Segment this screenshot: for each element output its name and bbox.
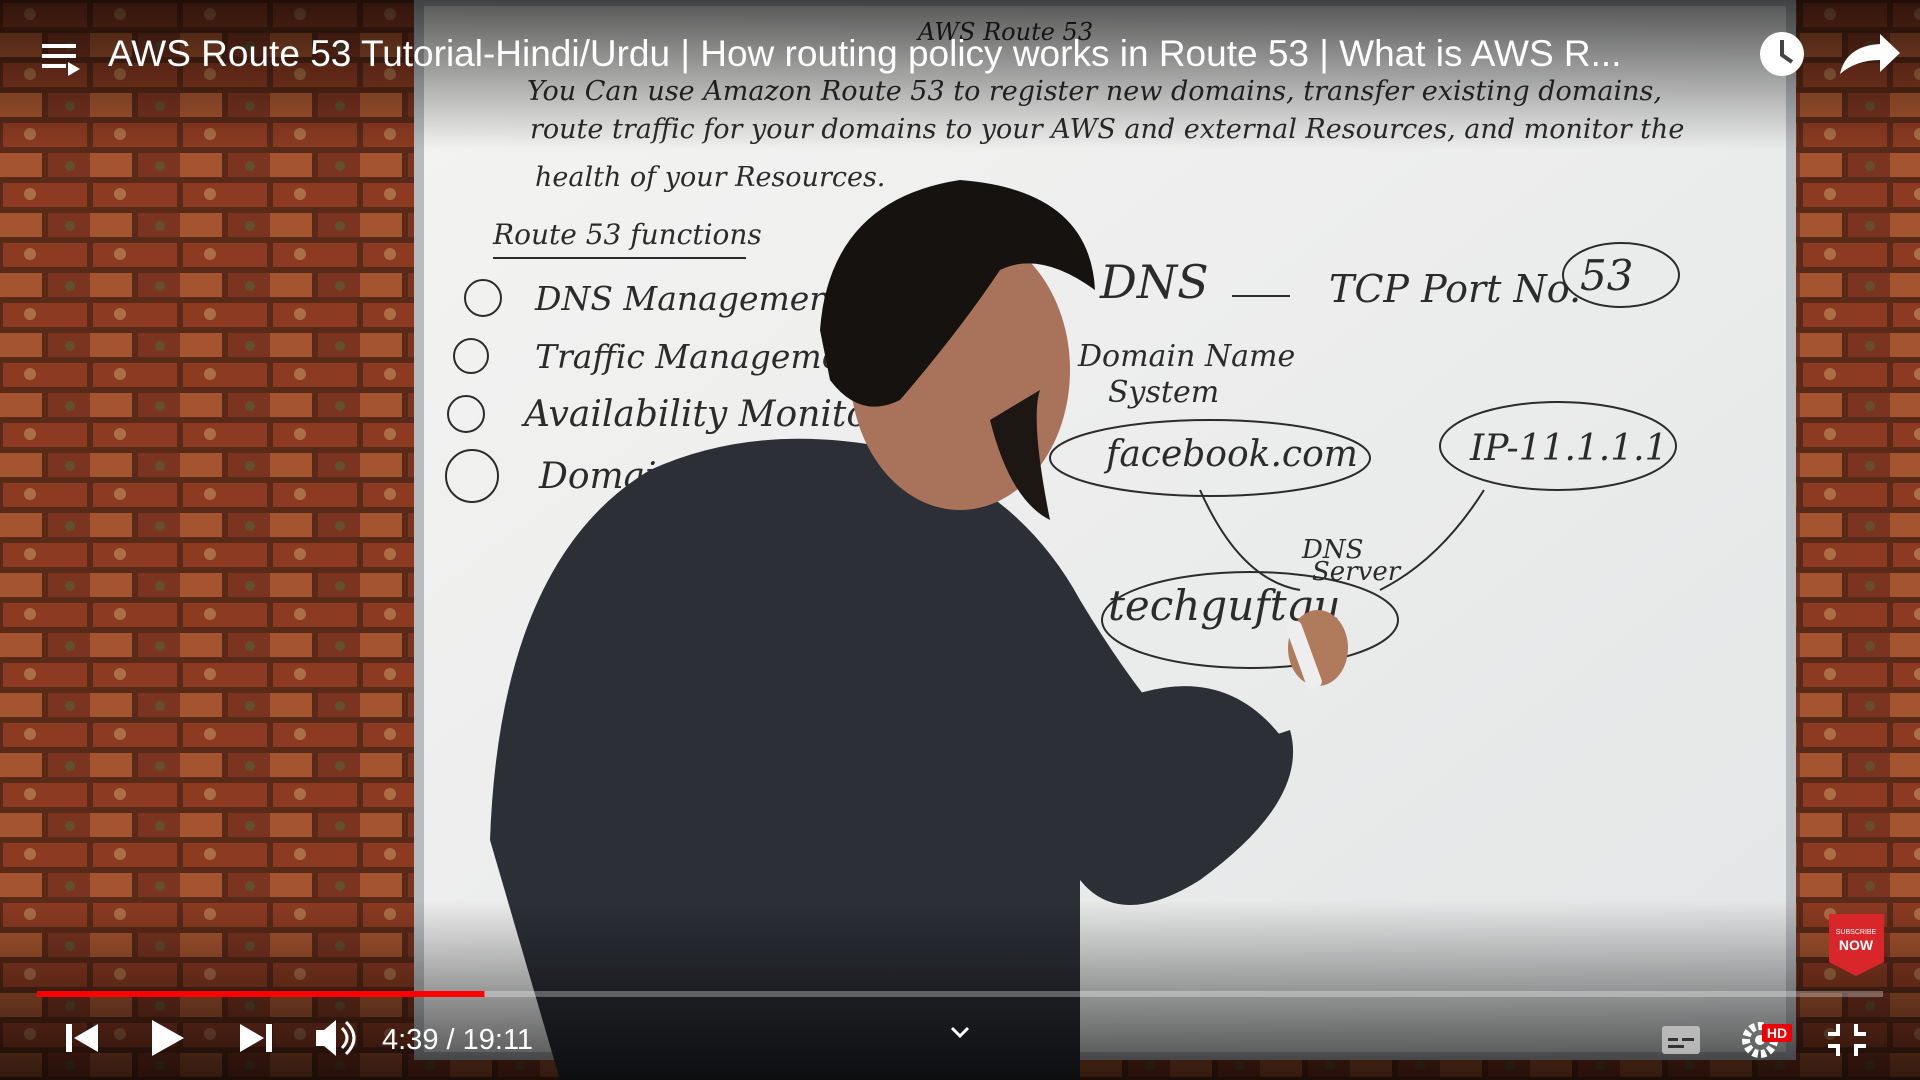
time-display: 4:39 / 19:11 xyxy=(382,1024,533,1056)
bottom-shade xyxy=(0,900,1920,1080)
diagram-server: DNS xyxy=(1301,535,1363,565)
play-button[interactable] xyxy=(152,1020,184,1056)
site-ellipse xyxy=(1049,419,1371,497)
board-line: health of your Resources. xyxy=(535,162,885,193)
current-time: 4:39 xyxy=(382,1024,438,1056)
video-title[interactable]: AWS Route 53 Tutorial-Hindi/Urdu | How r… xyxy=(108,33,1622,74)
arrow xyxy=(1379,489,1485,591)
subscribe-badge[interactable]: SUBSCRIBE NOW xyxy=(1829,914,1884,976)
diagram-expansion: System xyxy=(1108,375,1219,410)
diagram-site: facebook.com xyxy=(1103,434,1358,475)
hd-badge: HD xyxy=(1767,1025,1787,1041)
ip-ellipse xyxy=(1439,401,1677,491)
list-title: Route 53 functions xyxy=(492,218,762,251)
diagram-expansion: Domain Name xyxy=(1077,339,1295,374)
diagram-server: Server xyxy=(1312,557,1402,587)
duration: 19:11 xyxy=(463,1024,533,1056)
subscribe-text: NOW xyxy=(1839,937,1874,953)
subscribe-text: SUBSCRIBE xyxy=(1836,929,1877,936)
port-circle xyxy=(1562,242,1680,308)
subtitles-button[interactable] xyxy=(1662,1026,1700,1054)
list-circles xyxy=(445,279,502,503)
arrow xyxy=(1199,489,1301,591)
site2-ellipse xyxy=(1101,571,1399,669)
diagram-dns: DNS xyxy=(1099,255,1209,309)
list-item: DNS Management xyxy=(534,279,845,318)
chevron-button[interactable] xyxy=(950,1026,970,1039)
diagram-ip: IP-11.1.1.1 xyxy=(1469,428,1668,469)
top-shade xyxy=(0,0,1920,150)
playlist-button[interactable] xyxy=(42,44,80,76)
next-button[interactable] xyxy=(240,1024,272,1052)
volume-button[interactable] xyxy=(316,1020,356,1056)
exit-fullscreen-button[interactable] xyxy=(1828,1024,1866,1056)
settings-button[interactable]: HD xyxy=(1742,1022,1792,1058)
previous-button[interactable] xyxy=(66,1024,98,1052)
list-item: Traffic Management xyxy=(535,337,876,376)
progress-track[interactable] xyxy=(37,991,1883,997)
share-button[interactable] xyxy=(1840,34,1900,74)
watch-later-button[interactable] xyxy=(1760,32,1804,76)
diagram-port: 53 xyxy=(1580,251,1633,300)
diagram-tcp: TCP Port No. xyxy=(1329,267,1581,311)
progress-played xyxy=(37,991,485,997)
